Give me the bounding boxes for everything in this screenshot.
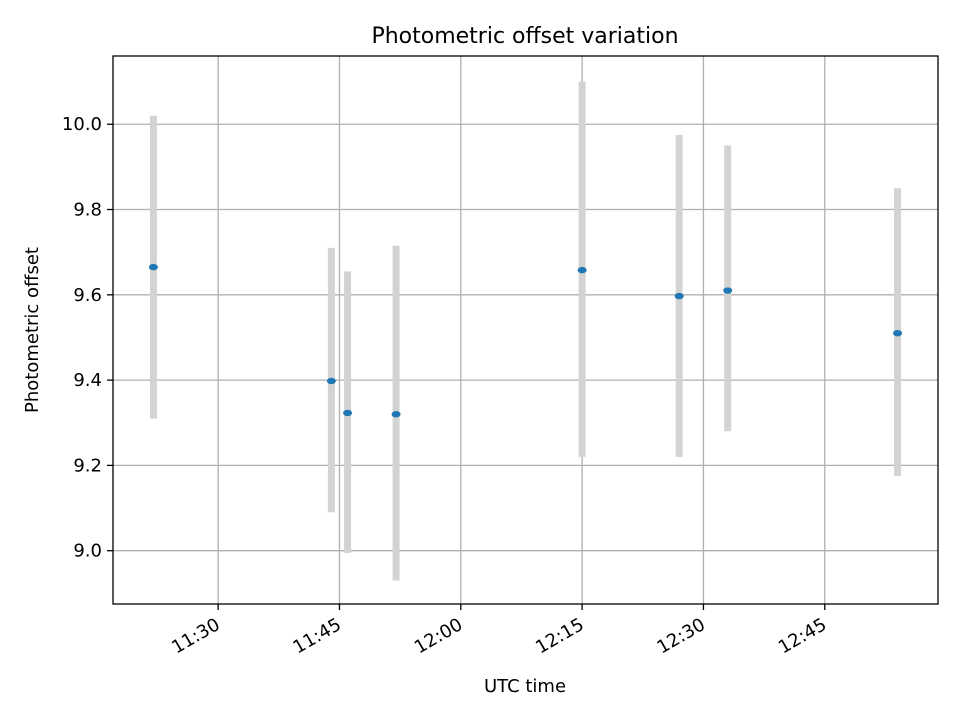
data-points xyxy=(148,263,903,418)
y-tick-label: 9.2 xyxy=(73,455,102,476)
data-point xyxy=(577,266,587,274)
y-axis: 9.0 9.2 9.4 9.6 9.8 10.0 xyxy=(62,114,113,562)
y-tick-label: 9.4 xyxy=(73,370,102,391)
y-tick-label: 9.8 xyxy=(73,200,102,221)
y-tick-label: 9.0 xyxy=(73,541,102,562)
x-axis-label: UTC time xyxy=(484,676,566,697)
data-point xyxy=(893,329,903,337)
grid xyxy=(113,56,938,604)
y-tick-label: 9.6 xyxy=(73,285,102,306)
data-point xyxy=(326,377,336,385)
data-point xyxy=(674,292,684,300)
y-axis-label: Photometric offset xyxy=(22,247,43,413)
data-point xyxy=(343,409,353,417)
y-tick-label: 10.0 xyxy=(62,114,102,135)
data-point xyxy=(148,263,158,271)
chart-title: Photometric offset variation xyxy=(371,24,678,49)
data-point xyxy=(723,287,733,294)
data-point xyxy=(391,411,401,418)
plot-frame xyxy=(112,55,939,605)
